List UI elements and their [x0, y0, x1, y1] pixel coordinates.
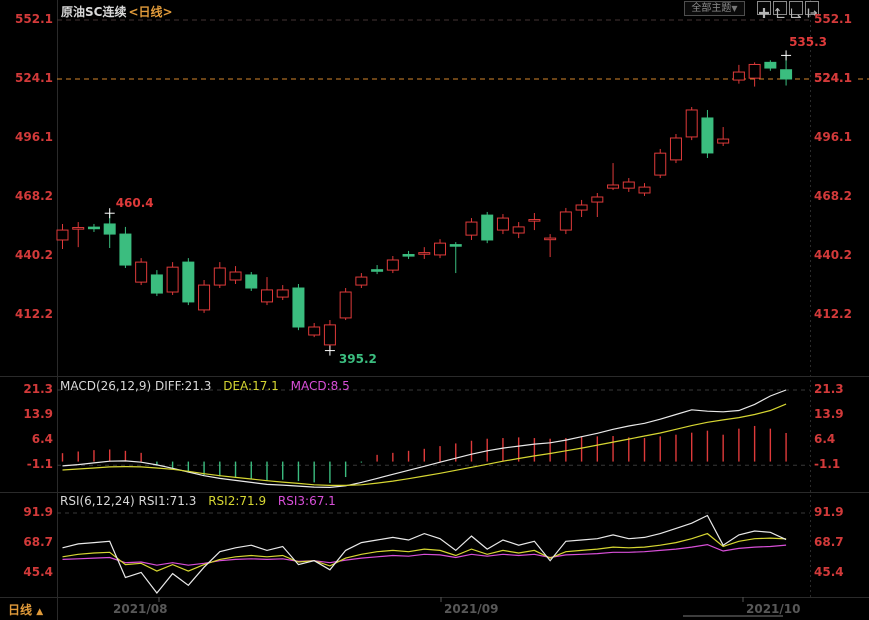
scrollbar-thumb[interactable] — [683, 615, 783, 617]
y-axis-label: 440.2 — [15, 247, 53, 262]
macd-axis-label: 6.4 — [31, 432, 53, 447]
y-axis-label: 524.1 — [814, 70, 852, 85]
scale-x-axis-icon[interactable] — [789, 1, 803, 20]
period-selector[interactable]: 日线 ▲ — [8, 601, 43, 618]
y-axis-label: 468.2 — [814, 188, 852, 203]
instrument-name: 原油SC连续 — [61, 5, 127, 19]
pan-right-icon[interactable] — [805, 1, 819, 18]
y-axis-label: 524.1 — [15, 70, 53, 85]
y-axis-label: 496.1 — [814, 129, 852, 144]
y-axis-label: 552.1 — [15, 12, 53, 26]
last-price-label: 524.1 — [812, 70, 854, 85]
themes-dropdown-label: 全部主题 — [691, 3, 732, 14]
macd-axis-label: -1.1 — [26, 457, 53, 472]
scale-y-axis-icon[interactable] — [773, 1, 787, 19]
y-axis-label: 412.2 — [15, 306, 53, 321]
rsi-axis-label: 45.4 — [814, 565, 844, 580]
y-axis-label: 496.1 — [15, 129, 53, 144]
triangle-up-icon: ▲ — [36, 607, 44, 617]
macd-header: MACD(26,12,9) DIFF:21.3 DEA:17.1 MACD:8.… — [60, 379, 358, 393]
price-annotation: 395.2 — [338, 351, 377, 366]
rsi-axis-label: 91.9 — [23, 505, 53, 519]
macd-axis-label: 6.4 — [814, 432, 836, 447]
move-crosshair-icon[interactable] — [757, 1, 771, 18]
macd-axis-label: 21.3 — [814, 382, 844, 396]
period-selector-label: 日线 — [8, 603, 33, 617]
chevron-down-icon: ▼ — [731, 4, 738, 13]
y-axis-label: 440.2 — [814, 247, 852, 262]
price-annotation: 460.4 — [115, 196, 154, 211]
macd-dea-value: DEA:17.1 — [223, 379, 279, 393]
x-axis-date-label: 2021/08 — [113, 602, 168, 616]
y-axis-label: 412.2 — [814, 306, 852, 321]
macd-params-diff: MACD(26,12,9) DIFF:21.3 — [60, 379, 212, 393]
y-axis-label: 468.2 — [15, 188, 53, 203]
macd-macd-value: MACD:8.5 — [290, 379, 350, 393]
chart-title: 原油SC连续 <日线> — [61, 3, 173, 20]
rsi-params-rsi1: RSI(6,12,24) RSI1:71.3 — [60, 494, 197, 508]
rsi3-value: RSI3:67.1 — [277, 494, 336, 508]
rsi-axis-label: 45.4 — [23, 565, 53, 580]
macd-axis-label: 13.9 — [814, 406, 844, 421]
x-axis-date-label: 2021/10 — [746, 602, 801, 616]
period-tag: <日线> — [128, 5, 173, 19]
rsi-header: RSI(6,12,24) RSI1:71.3 RSI2:71.9 RSI3:67… — [60, 494, 344, 508]
macd-axis-label: 13.9 — [23, 406, 53, 421]
macd-axis-label: -1.1 — [814, 457, 841, 472]
rsi-axis-label: 68.7 — [23, 535, 53, 549]
y-axis-label: 552.1 — [814, 12, 852, 26]
rsi2-value: RSI2:71.9 — [208, 494, 267, 508]
macd-axis-label: 21.3 — [23, 382, 53, 396]
x-axis-date-label: 2021/09 — [444, 602, 499, 616]
price-annotation: 535.3 — [789, 35, 828, 50]
themes-dropdown[interactable]: 全部主题▼ — [684, 1, 745, 16]
rsi-axis-label: 68.7 — [814, 535, 844, 549]
rsi-axis-label: 91.9 — [814, 505, 844, 519]
